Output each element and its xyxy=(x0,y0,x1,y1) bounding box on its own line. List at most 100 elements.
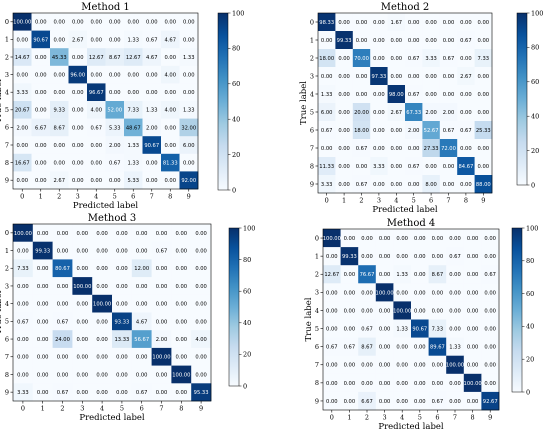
heatmap-cell xyxy=(340,337,359,356)
heatmap-cell xyxy=(340,247,359,266)
heatmap-cell xyxy=(370,31,388,50)
x-tick-label: 5 xyxy=(120,405,124,413)
heatmap-cell xyxy=(151,383,172,402)
cell-value-label: 0.00 xyxy=(414,345,426,351)
cell-value-label: 0.00 xyxy=(127,73,139,79)
heatmap-cell xyxy=(171,294,192,313)
cell-value-label: 8.67 xyxy=(109,55,121,61)
cell-value-label: 0.00 xyxy=(449,381,461,387)
cell-value-label: 2.67 xyxy=(53,178,65,184)
heatmap-cell xyxy=(439,13,458,32)
cell-value-label: 0.00 xyxy=(379,399,391,405)
cell-value-label: 0.00 xyxy=(460,20,472,26)
cell-value-label: 0.00 xyxy=(136,302,148,308)
heatmap-cell xyxy=(318,49,336,68)
cell-value-label: 70.00 xyxy=(354,56,369,62)
heatmap-cell xyxy=(87,118,106,137)
heatmap-cell xyxy=(52,312,73,331)
heatmap-cell xyxy=(335,175,354,194)
heatmap-cell xyxy=(105,153,125,172)
heatmap-cell xyxy=(352,67,371,86)
cell-value-label: 0.00 xyxy=(96,355,108,361)
heatmap-cell xyxy=(151,241,172,260)
cell-value-label: 0.00 xyxy=(344,326,356,332)
heatmap-cell xyxy=(142,83,162,102)
heatmap-cell xyxy=(161,101,180,119)
heatmap-cell xyxy=(124,65,143,84)
y-tick-label: 4 xyxy=(315,307,319,315)
cell-value-label: 100.00 xyxy=(376,290,394,296)
heatmap-cell xyxy=(370,103,388,122)
heatmap-cell xyxy=(393,373,412,393)
heatmap-cell xyxy=(358,301,377,320)
heatmap-cell xyxy=(105,65,125,84)
cell-value-label: 0.00 xyxy=(136,248,148,254)
heatmap-cell xyxy=(50,118,69,137)
cell-value-label: 20.67 xyxy=(15,108,30,114)
cell-value-label: 0.00 xyxy=(344,290,356,296)
heatmap-cell xyxy=(13,365,34,384)
heatmap-cell xyxy=(318,175,336,194)
cell-value-label: 0.00 xyxy=(72,143,84,149)
cell-value-label: 0.00 xyxy=(35,55,47,61)
colorbar-tick-label: 100 xyxy=(232,9,244,17)
heatmap-cell xyxy=(393,391,412,411)
cell-value-label: 0.00 xyxy=(53,143,65,149)
cell-value-label: 7.33 xyxy=(127,108,139,114)
heatmap-cell xyxy=(32,347,53,366)
heatmap-cell xyxy=(161,171,180,190)
cell-value-label: 0.00 xyxy=(484,290,496,296)
cell-value-label: 0.00 xyxy=(146,90,158,96)
cell-value-label: 0.00 xyxy=(484,363,496,369)
heatmap-cell xyxy=(405,67,423,86)
cell-value-label: 0.00 xyxy=(391,164,403,170)
heatmap-cell xyxy=(439,67,458,86)
cell-value-label: 5.33 xyxy=(127,178,139,184)
heatmap-cell xyxy=(131,312,152,331)
heatmap-cell xyxy=(50,30,69,49)
heatmap-cell xyxy=(32,259,53,278)
colorbar-gradient xyxy=(217,12,229,191)
cell-value-label: 2.67 xyxy=(460,74,472,80)
y-tick-label: 9 xyxy=(315,397,319,405)
cell-value-label: 0.67 xyxy=(449,254,461,260)
cell-value-label: 0.00 xyxy=(96,372,108,378)
cell-value-label: 0.00 xyxy=(484,308,496,314)
y-tick-label: 4 xyxy=(5,89,9,97)
heatmap-cell xyxy=(358,337,377,356)
heatmap-cell xyxy=(318,139,336,158)
heatmap-cell xyxy=(191,224,212,242)
cell-value-label: 1.33 xyxy=(127,143,139,149)
y-tick-label: 5 xyxy=(5,318,9,326)
cell-value-label: 14.67 xyxy=(15,55,30,61)
heatmap-cell xyxy=(13,383,34,402)
heatmap-cell xyxy=(428,301,447,320)
cell-value-label: 0.00 xyxy=(391,146,403,152)
cell-value-label: 0.00 xyxy=(425,164,437,170)
cell-value-label: 0.00 xyxy=(127,20,139,26)
heatmap-cell xyxy=(474,49,493,68)
cell-value-label: 0.00 xyxy=(484,345,496,351)
heatmap-cell xyxy=(191,294,212,313)
heatmap-cell xyxy=(422,49,441,68)
cell-value-label: 12.67 xyxy=(126,55,141,61)
heatmap-cell xyxy=(13,48,32,67)
cell-value-label: 0.00 xyxy=(116,248,128,254)
heatmap-cell xyxy=(32,294,53,313)
cell-value-label: 0.00 xyxy=(72,125,84,131)
x-tick-label: 7 xyxy=(159,405,163,413)
y-tick-label: 7 xyxy=(5,353,9,361)
x-tick-label: 6 xyxy=(140,405,144,413)
cell-value-label: 0.00 xyxy=(35,161,47,167)
cell-value-label: 0.00 xyxy=(321,146,333,152)
heatmap-cell xyxy=(318,85,336,104)
heatmap-cell xyxy=(171,224,192,242)
chart-title: Method 2 xyxy=(381,2,430,13)
cell-value-label: 0.00 xyxy=(467,254,479,260)
cell-value-label: 0.00 xyxy=(146,20,158,26)
heatmap-cell xyxy=(72,259,93,278)
cell-value-label: 0.00 xyxy=(373,38,385,44)
heatmap-cell xyxy=(13,330,34,349)
heatmap-cell xyxy=(50,13,69,31)
